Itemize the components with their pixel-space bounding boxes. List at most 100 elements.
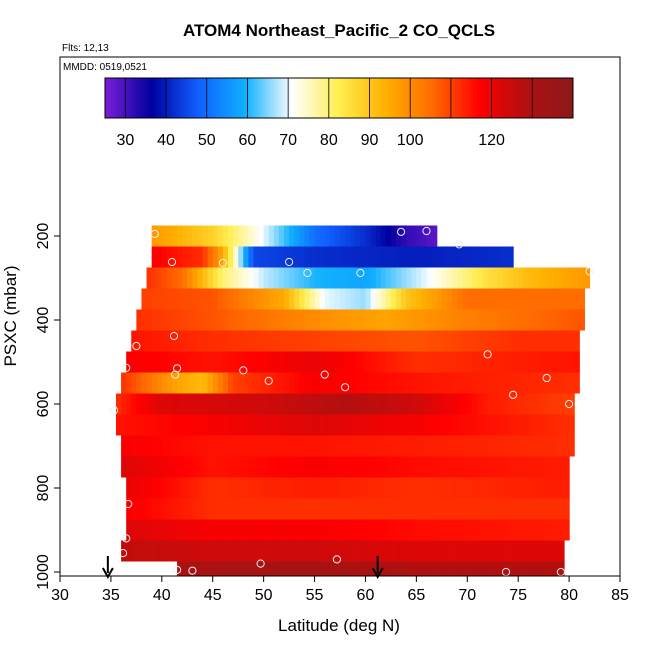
heatmap-cell-550 bbox=[538, 372, 545, 394]
heatmap-cell-450 bbox=[462, 330, 468, 352]
heatmap-cell-550 bbox=[411, 372, 417, 394]
heatmap-cell-1000 bbox=[304, 561, 311, 576]
heatmap-cell-250 bbox=[477, 246, 484, 268]
heatmap-cell-200 bbox=[385, 225, 392, 247]
heatmap-cell-500 bbox=[212, 351, 219, 373]
heatmap-cell-850 bbox=[518, 498, 524, 520]
heatmap-cell-800 bbox=[192, 477, 199, 499]
heatmap-cell-700 bbox=[131, 435, 137, 457]
heatmap-cell-700 bbox=[319, 435, 326, 457]
heatmap-cell-750 bbox=[304, 456, 311, 478]
heatmap-cell-500 bbox=[406, 351, 412, 373]
colorbar-strip bbox=[483, 78, 486, 118]
heatmap-cell-700 bbox=[151, 435, 158, 457]
heatmap-cell-900 bbox=[217, 519, 224, 541]
heatmap-cell-400 bbox=[513, 309, 519, 331]
heatmap-cell-900 bbox=[538, 519, 545, 541]
heatmap-cell-600 bbox=[360, 393, 367, 415]
heatmap-cell-800 bbox=[553, 477, 560, 499]
heatmap-cell-850 bbox=[396, 498, 402, 520]
heatmap-cell-1000 bbox=[523, 561, 529, 576]
heatmap-cell-1000 bbox=[436, 561, 443, 576]
colorbar-strip bbox=[565, 78, 568, 118]
heatmap-cell-400 bbox=[233, 309, 239, 331]
heatmap-cell-800 bbox=[396, 477, 402, 499]
heatmap-cell-450 bbox=[340, 330, 346, 352]
heatmap-cell-350 bbox=[334, 288, 341, 310]
colorbar-strip bbox=[195, 78, 198, 118]
heatmap-cell-900 bbox=[334, 519, 341, 541]
colorbar-strip bbox=[203, 78, 206, 118]
heatmap-cell-700 bbox=[467, 435, 473, 457]
heatmap-cell-300 bbox=[477, 267, 484, 289]
heatmap-cell-200 bbox=[151, 225, 158, 247]
heatmap-cell-600 bbox=[487, 393, 494, 415]
heatmap-cell-600 bbox=[513, 393, 519, 415]
heatmap-cell-500 bbox=[299, 351, 305, 373]
heatmap-cell-350 bbox=[238, 288, 244, 310]
heatmap-cell-950 bbox=[309, 540, 316, 562]
heatmap-cell-500 bbox=[446, 351, 453, 373]
colorbar-strip bbox=[335, 78, 338, 118]
heatmap-cell-350 bbox=[233, 288, 239, 310]
heatmap-cell-850 bbox=[385, 498, 392, 520]
heatmap-cell-800 bbox=[228, 477, 234, 499]
heatmap-cell-500 bbox=[533, 351, 540, 373]
heatmap-cell-650 bbox=[299, 414, 305, 436]
heatmap-cell-450 bbox=[528, 330, 535, 352]
colorbar-strip bbox=[125, 78, 128, 118]
heatmap-cell-900 bbox=[340, 519, 346, 541]
heatmap-cell-900 bbox=[319, 519, 326, 541]
colorbar-strip bbox=[359, 78, 362, 118]
heatmap-cell-400 bbox=[309, 309, 316, 331]
colorbar-strip bbox=[549, 78, 552, 118]
heatmap-cell-400 bbox=[579, 309, 585, 331]
heatmap-cell-600 bbox=[278, 393, 285, 415]
colorbar-strip bbox=[247, 78, 250, 118]
heatmap-cell-1000 bbox=[538, 561, 545, 576]
heatmap-cell-450 bbox=[263, 330, 270, 352]
colorbar-strip bbox=[509, 78, 512, 118]
heatmap-cell-650 bbox=[268, 414, 275, 436]
colorbar-strip bbox=[177, 78, 180, 118]
colorbar-strip bbox=[107, 78, 110, 118]
heatmap-cell-250 bbox=[497, 246, 504, 268]
heatmap-cell-350 bbox=[426, 288, 433, 310]
x-tick-label: 60 bbox=[357, 587, 375, 604]
heatmap-cell-500 bbox=[558, 351, 565, 373]
heatmap-cell-900 bbox=[309, 519, 316, 541]
heatmap-cell-800 bbox=[543, 477, 550, 499]
heatmap-cell-200 bbox=[273, 225, 280, 247]
heatmap-cell-450 bbox=[558, 330, 565, 352]
heatmap-cell-450 bbox=[243, 330, 249, 352]
heatmap-cell-950 bbox=[385, 540, 392, 562]
observation-point bbox=[122, 363, 131, 372]
heatmap-cell-500 bbox=[294, 351, 300, 373]
x-axis: 30 35 40 45 50 55 60 65 70 75 80 85 bbox=[51, 576, 629, 604]
heatmap-cell-700 bbox=[222, 435, 229, 457]
colorbar-strip bbox=[485, 78, 488, 118]
colorbar-strip bbox=[455, 78, 458, 118]
colorbar-strip bbox=[475, 78, 478, 118]
colorbar-strip bbox=[553, 78, 556, 118]
heatmap-cell-950 bbox=[187, 540, 193, 562]
heatmap-cell-950 bbox=[426, 540, 433, 562]
heatmap-cell-400 bbox=[543, 309, 550, 331]
heatmap-cell-1000 bbox=[548, 561, 555, 576]
heatmap-cell-300 bbox=[248, 267, 255, 289]
heatmap-cell-700 bbox=[284, 435, 290, 457]
heatmap-cell-600 bbox=[248, 393, 255, 415]
heatmap-cell-950 bbox=[263, 540, 270, 562]
heatmap-cell-200 bbox=[243, 225, 249, 247]
heatmap-cell-350 bbox=[508, 288, 514, 310]
heatmap-cell-650 bbox=[340, 414, 346, 436]
heatmap-cell-300 bbox=[187, 267, 193, 289]
heatmap-cell-850 bbox=[146, 498, 153, 520]
heatmap-cell-950 bbox=[533, 540, 540, 562]
colorbar-tick-label: 90 bbox=[361, 132, 379, 149]
heatmap-cell-900 bbox=[497, 519, 504, 541]
heatmap-cell-800 bbox=[299, 477, 305, 499]
heatmap-cell-950 bbox=[243, 540, 249, 562]
heatmap-cell-900 bbox=[426, 519, 433, 541]
heatmap-cell-600 bbox=[452, 393, 458, 415]
